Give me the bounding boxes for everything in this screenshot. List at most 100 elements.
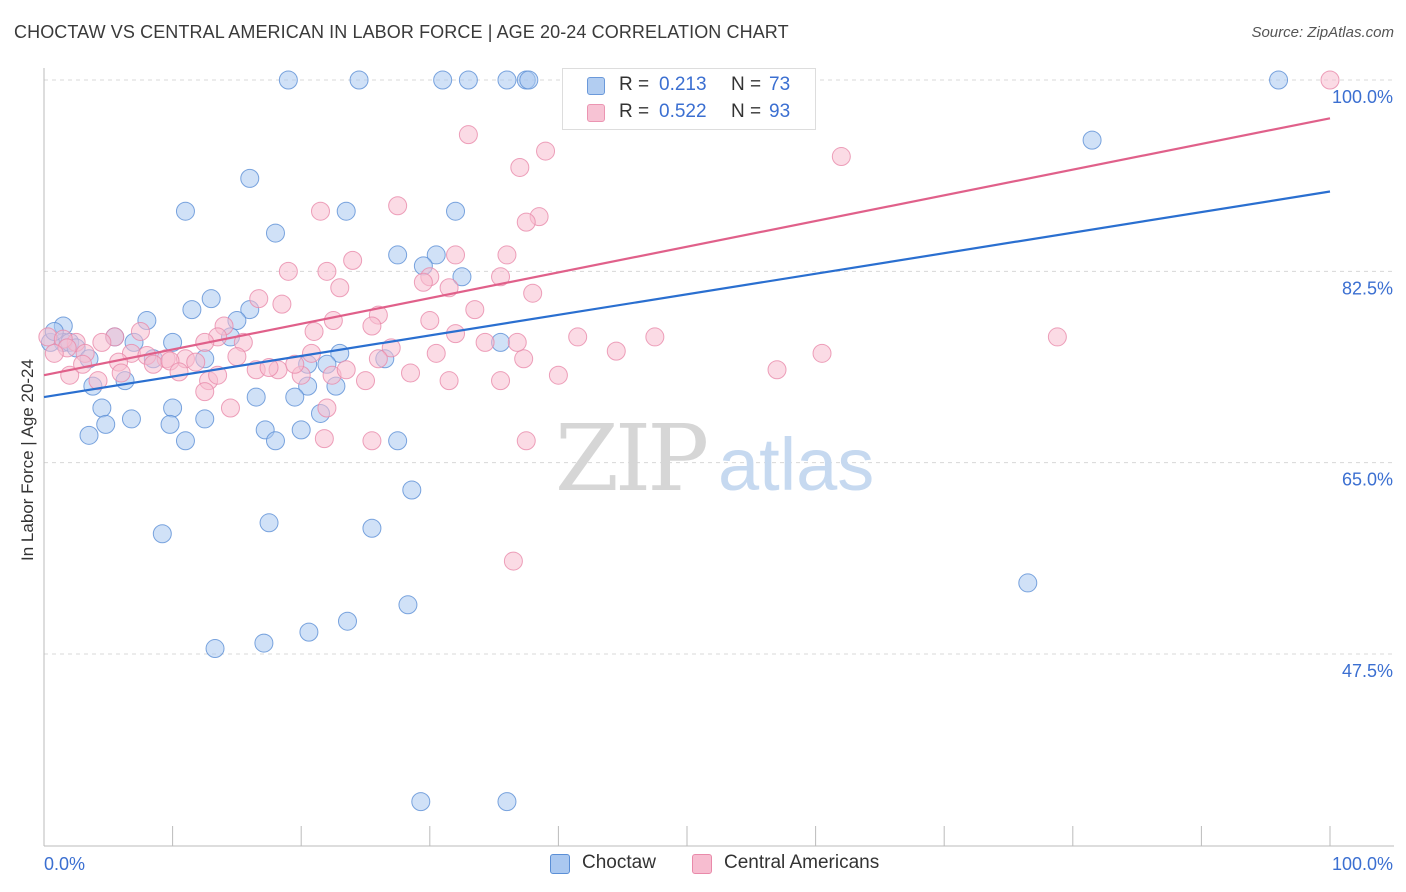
central-point [510, 157, 530, 177]
central-point [439, 371, 459, 391]
legend-r-label: R = [619, 101, 650, 122]
choctaw-point [205, 639, 225, 659]
central-point [388, 196, 408, 216]
watermark-zip: ZIP [555, 405, 706, 512]
central-legend-label: Central Americans [724, 852, 880, 873]
central-point [278, 261, 298, 281]
central-point [362, 316, 382, 336]
central-legend-swatch [692, 854, 712, 874]
choctaw-trend-line [43, 190, 1331, 399]
central-point [446, 324, 466, 344]
choctaw-legend-label: Choctaw [582, 852, 656, 873]
choctaw-point [337, 611, 357, 631]
choctaw-point [349, 70, 369, 90]
central-trend-line [43, 117, 1331, 377]
central-point [310, 201, 330, 221]
central-point [227, 347, 247, 367]
central-point [143, 354, 163, 374]
choctaw-point [433, 70, 453, 90]
central-point [516, 212, 536, 232]
central-point [503, 551, 523, 571]
choctaw-point [458, 70, 478, 90]
choctaw-point [497, 70, 517, 90]
central-point [439, 278, 459, 298]
central-point [548, 365, 568, 385]
central-point [568, 327, 588, 347]
choctaw-point [1018, 573, 1038, 593]
central-point [130, 321, 150, 341]
choctaw-point [388, 431, 408, 451]
x-tick-label: 0.0% [44, 854, 85, 874]
choctaw-point [278, 70, 298, 90]
choctaw-point [163, 332, 183, 352]
central-point [88, 371, 108, 391]
central-point [491, 267, 511, 287]
legend-n-value: 93 [769, 101, 791, 122]
central-point [426, 343, 446, 363]
central-point [475, 332, 495, 352]
central-point [831, 147, 851, 167]
choctaw-point [201, 289, 221, 309]
choctaw-point [175, 201, 195, 221]
choctaw-swatch [587, 77, 605, 95]
central-point [220, 398, 240, 418]
central-point [362, 431, 382, 451]
central-point [1047, 327, 1067, 347]
central-point [249, 289, 269, 309]
choctaw-point [265, 431, 285, 451]
choctaw-point [411, 792, 431, 812]
central-point [491, 371, 511, 391]
central-point [323, 311, 343, 331]
central-point [317, 261, 337, 281]
choctaw-point [1269, 70, 1289, 90]
central-point [420, 311, 440, 331]
legend-n-value: 73 [769, 74, 791, 95]
chart-title: CHOCTAW VS CENTRAL AMERICAN IN LABOR FOR… [14, 22, 789, 42]
central-point [465, 300, 485, 320]
central-point [536, 141, 556, 161]
central-point [606, 341, 626, 361]
central-point [186, 352, 206, 372]
legend-n-label: N = [731, 74, 762, 95]
y-tick-label: 100.0% [1332, 87, 1393, 107]
choctaw-point [175, 431, 195, 451]
correlation-legend: R = 0.213 N = 73 R = 0.522 N = 93 [562, 68, 816, 130]
choctaw-point [246, 387, 266, 407]
choctaw-point [182, 300, 202, 320]
legend-r-label: R = [619, 74, 650, 95]
choctaw-point [452, 267, 472, 287]
watermark-atlas: atlas [718, 423, 874, 506]
choctaw-point [398, 595, 418, 615]
choctaw-point [265, 223, 285, 243]
central-point [111, 363, 131, 383]
choctaw-point [1082, 130, 1102, 150]
central-point [92, 332, 112, 352]
choctaw-point [291, 420, 311, 440]
legend-n-label: N = [731, 101, 762, 122]
central-point [356, 371, 375, 391]
y-tick-label: 47.5% [1342, 661, 1393, 681]
choctaw-point [497, 792, 517, 812]
central-point [812, 343, 832, 363]
central-point [317, 398, 337, 418]
choctaw-point [160, 414, 180, 434]
choctaw-point [121, 409, 141, 429]
central-point [314, 429, 334, 449]
central-point [336, 360, 356, 380]
central-point [73, 354, 93, 374]
central-point [767, 360, 787, 380]
choctaw-point [336, 201, 356, 221]
source-label: Source: ZipAtlas.com [1251, 24, 1394, 41]
choctaw-point [96, 414, 116, 434]
x-tick-label: 100.0% [1332, 854, 1393, 874]
central-point [272, 294, 292, 314]
central-point [497, 245, 517, 265]
central-point [1320, 70, 1340, 90]
choctaw-point [259, 513, 279, 533]
choctaw-point [426, 245, 446, 265]
y-tick-label: 82.5% [1342, 278, 1393, 298]
central-point [195, 382, 215, 402]
central-point [368, 349, 388, 369]
choctaw-point [299, 622, 319, 642]
